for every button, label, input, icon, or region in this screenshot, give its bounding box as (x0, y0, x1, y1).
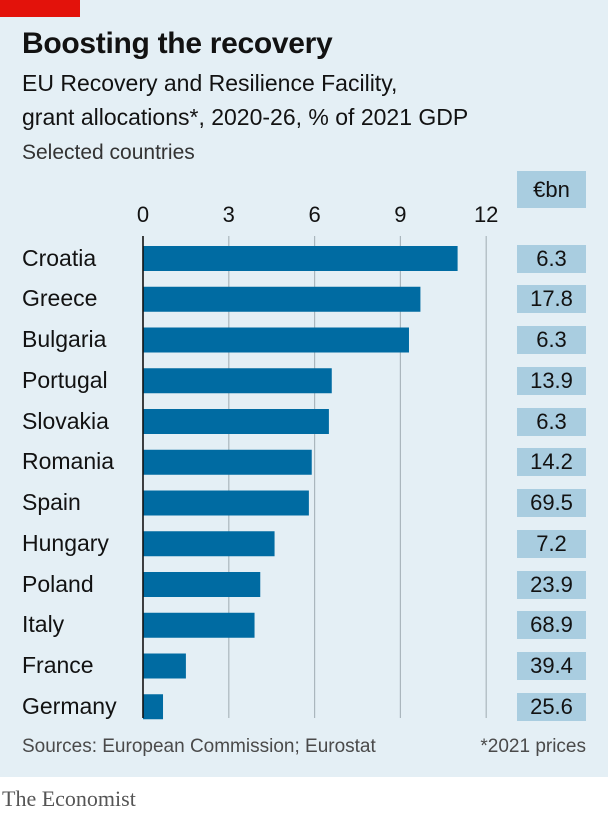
category-label-croatia: Croatia (22, 244, 97, 271)
euro-bn-value-croatia: 6.3 (517, 244, 586, 273)
sources-note: Sources: European Commission; Eurostat (22, 736, 376, 757)
category-label-hungary: Hungary (22, 529, 109, 556)
bar-slovakia (143, 409, 329, 434)
prices-footnote: *2021 prices (480, 736, 586, 757)
bar-germany (143, 694, 164, 720)
bar-greece (143, 286, 421, 312)
bar-bulgaria (143, 327, 409, 353)
category-label-france: France (22, 652, 94, 678)
euro-bn-value-romania: 14.2 (517, 448, 586, 477)
euro-bn-value-italy: 68.9 (517, 611, 586, 640)
chart-title: Boosting the recovery (22, 27, 333, 60)
euro-bn-column-header: €bn (517, 171, 586, 208)
bar-chart-canvas (142, 236, 487, 720)
euro-bn-value-hungary: 7.2 (517, 529, 586, 558)
x-tick-label-6: 6 (308, 202, 321, 227)
euro-bn-value-poland: 23.9 (517, 570, 586, 599)
category-label-romania: Romania (22, 448, 115, 475)
economist-logo-text: The Economist (2, 786, 136, 811)
bar-poland (143, 572, 261, 597)
category-label-poland: Poland (22, 570, 94, 597)
category-label-spain: Spain (22, 489, 81, 515)
chart-selection-note: Selected countries (22, 141, 195, 164)
bar-spain (143, 490, 309, 516)
category-label-portugal: Portugal (22, 366, 108, 393)
chart-subtitle-line1: EU Recovery and Resilience Facility, (22, 70, 398, 96)
category-label-slovakia: Slovakia (22, 407, 109, 434)
euro-bn-value-france: 39.4 (517, 652, 586, 680)
bar-italy (143, 612, 255, 638)
brand-red-tag (0, 0, 80, 17)
category-label-greece: Greece (22, 285, 98, 312)
euro-bn-value-germany: 25.6 (517, 692, 586, 721)
euro-bn-value-portugal: 13.9 (517, 366, 586, 395)
x-tick-label-12: 12 (473, 202, 499, 227)
euro-bn-value-bulgaria: 6.3 (517, 326, 586, 354)
x-tick-label-9: 9 (394, 202, 407, 227)
bar-portugal (143, 368, 332, 394)
chart-subtitle-line2: grant allocations*, 2020-26, % of 2021 G… (22, 104, 469, 130)
bar-croatia (143, 246, 458, 271)
category-label-bulgaria: Bulgaria (22, 326, 107, 352)
x-tick-label-3: 3 (222, 202, 235, 227)
bar-france (143, 653, 186, 679)
category-label-germany: Germany (22, 692, 117, 719)
bar-romania (143, 449, 312, 475)
bar-hungary (143, 531, 275, 557)
x-tick-label-0: 0 (136, 202, 150, 227)
category-label-italy: Italy (22, 611, 65, 638)
euro-bn-value-spain: 69.5 (517, 489, 586, 517)
euro-bn-value-greece: 17.8 (517, 285, 586, 314)
euro-bn-value-slovakia: 6.3 (517, 407, 586, 436)
